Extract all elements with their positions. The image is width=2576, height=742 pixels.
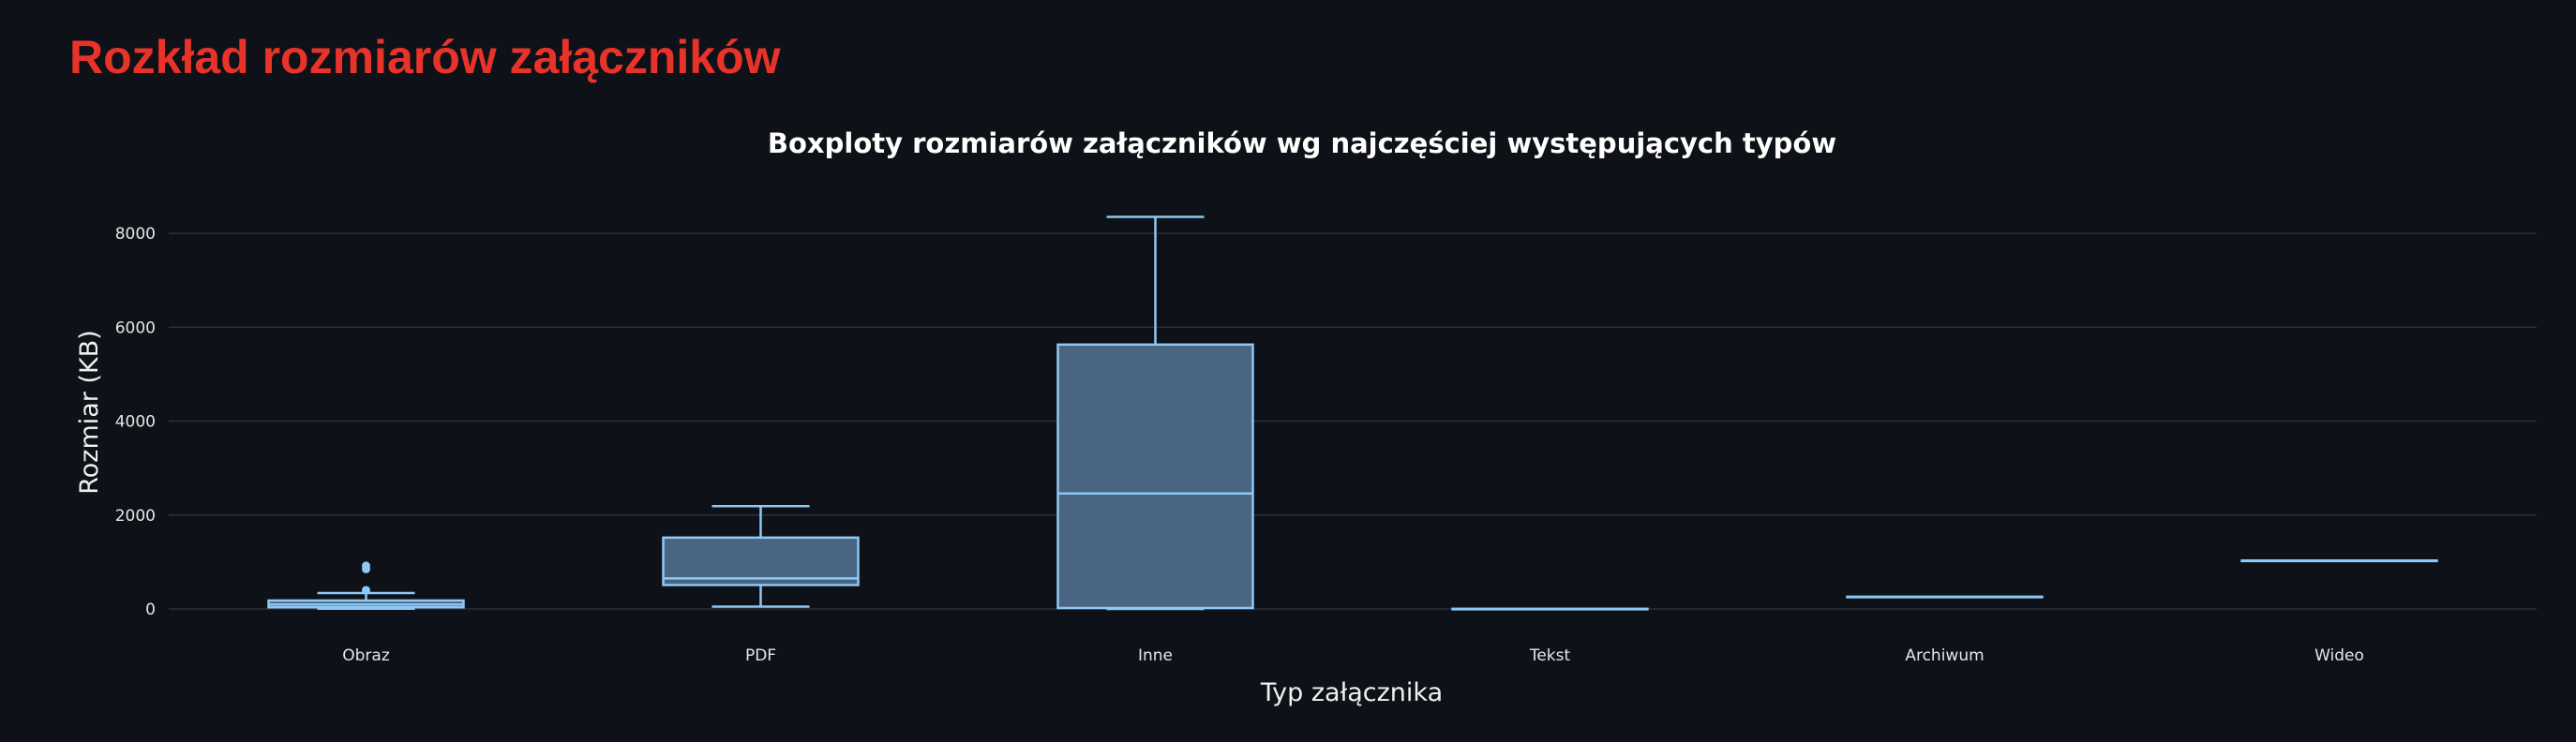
box-wideo xyxy=(2240,559,2438,563)
box-body xyxy=(1056,343,1254,610)
box-series xyxy=(267,215,2438,611)
x-tick-label-pdf: PDF xyxy=(745,646,776,665)
x-axis-ticks: Obraz PDF Inne Tekst Archiwum Wideo xyxy=(342,646,2364,665)
box-archiwum xyxy=(1846,595,2044,599)
y-tick-label-8000: 8000 xyxy=(115,225,156,244)
outlier-point xyxy=(362,561,370,571)
y-tick-label-2000: 2000 xyxy=(115,507,156,526)
box-inne xyxy=(1056,215,1254,611)
y-tick-label-4000: 4000 xyxy=(115,413,156,432)
box-tekst xyxy=(1451,607,1649,611)
y-tick-label-6000: 6000 xyxy=(115,319,156,337)
grid-lines xyxy=(169,232,2537,610)
x-tick-label-wideo: Wideo xyxy=(2314,646,2364,665)
page-title: Rozkład rozmiarów załączników xyxy=(69,31,781,83)
y-axis-ticks: 0 2000 4000 6000 8000 xyxy=(115,225,156,619)
y-tick-label-0: 0 xyxy=(145,601,156,619)
box-obraz xyxy=(267,561,465,610)
y-axis-title: Rozmiar (KB) xyxy=(75,330,104,495)
chart-title: Boxploty rozmiarów załączników wg najczę… xyxy=(768,127,1836,159)
outlier-point xyxy=(362,586,370,595)
x-tick-label-archiwum: Archiwum xyxy=(1905,646,1984,665)
x-tick-label-tekst: Tekst xyxy=(1529,646,1571,665)
x-axis-title: Typ załącznika xyxy=(1260,678,1443,707)
box-pdf xyxy=(662,504,860,608)
x-tick-label-obraz: Obraz xyxy=(342,646,390,665)
x-tick-label-inne: Inne xyxy=(1138,646,1173,665)
box-body xyxy=(662,536,860,586)
